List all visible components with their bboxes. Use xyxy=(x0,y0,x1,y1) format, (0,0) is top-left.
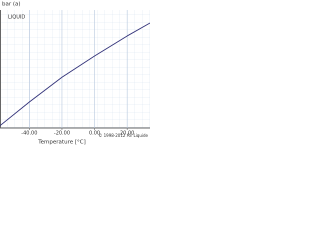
annotation: LIQUID xyxy=(8,15,25,21)
x-tick-label: 0.00 xyxy=(89,131,100,137)
x-tick-label: -20.00 xyxy=(54,131,70,137)
copyright: © 1998-2012 Air Liquide xyxy=(98,133,148,138)
x-tick-label: 20.00 xyxy=(120,131,134,137)
x-axis-label: Temperature [°C] xyxy=(37,140,85,146)
data-line xyxy=(0,22,150,126)
x-tick-label: -40.00 xyxy=(21,131,37,137)
chart: bar (a) LIQUID Temperature [°C] © 1998-2… xyxy=(0,2,150,146)
y-axis-label: bar (a) xyxy=(2,2,21,8)
page: {"chart_data": {"type": "line", "y_label… xyxy=(0,0,150,150)
